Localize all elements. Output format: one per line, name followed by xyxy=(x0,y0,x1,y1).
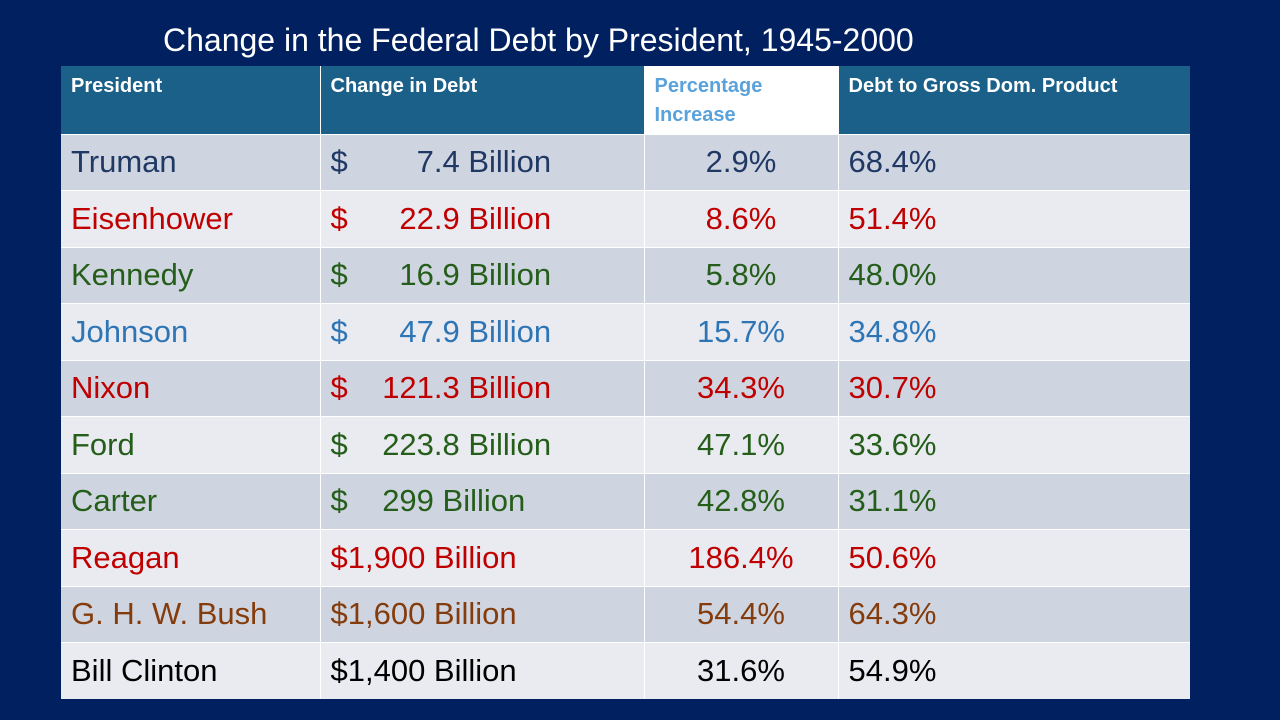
president-cell: Ford xyxy=(61,416,321,473)
president-cell: Carter xyxy=(61,472,321,530)
percent-cell: 42.8% xyxy=(644,472,839,530)
president-cell: Bill Clinton xyxy=(61,642,321,699)
table-row: Johnson $ 47.9 Billion 15.7% 34.8% xyxy=(61,303,1190,360)
table-header-row: President Change in Debt Percentage Incr… xyxy=(61,66,1190,134)
president-cell: Eisenhower xyxy=(61,190,321,247)
president-cell: Nixon xyxy=(61,359,321,417)
debt-gdp-cell: 34.8% xyxy=(838,303,1190,360)
percent-cell: 186.4% xyxy=(644,529,839,586)
president-cell: G. H. W. Bush xyxy=(61,585,321,643)
change-cell: $ 22.9 Billion xyxy=(320,190,645,247)
percent-cell: 2.9% xyxy=(644,133,839,191)
debt-gdp-cell: 54.9% xyxy=(838,642,1190,699)
change-cell: $ 7.4 Billion xyxy=(320,133,645,191)
debt-gdp-cell: 51.4% xyxy=(838,190,1190,247)
president-cell: Johnson xyxy=(61,303,321,360)
change-cell: $ 299 Billion xyxy=(320,472,645,530)
change-cell: $ 47.9 Billion xyxy=(320,303,645,360)
president-cell: Truman xyxy=(61,133,321,191)
percent-cell: 5.8% xyxy=(644,246,839,304)
debt-gdp-cell: 48.0% xyxy=(838,246,1190,304)
table-row: Ford $ 223.8 Billion 47.1% 33.6% xyxy=(61,416,1190,473)
debt-gdp-cell: 33.6% xyxy=(838,416,1190,473)
table-row: G. H. W. Bush $1,600 Billion 54.4% 64.3% xyxy=(61,585,1190,643)
change-cell: $ 16.9 Billion xyxy=(320,246,645,304)
percent-cell: 54.4% xyxy=(644,585,839,643)
header-change-in-debt: Change in Debt xyxy=(320,66,645,134)
debt-gdp-cell: 30.7% xyxy=(838,359,1190,417)
table-row: Reagan $1,900 Billion 186.4% 50.6% xyxy=(61,529,1190,586)
debt-gdp-cell: 64.3% xyxy=(838,585,1190,643)
percent-cell: 8.6% xyxy=(644,190,839,247)
header-debt-to-gdp: Debt to Gross Dom. Product xyxy=(838,66,1190,134)
percent-cell: 34.3% xyxy=(644,359,839,417)
debt-gdp-cell: 31.1% xyxy=(838,472,1190,530)
debt-gdp-cell: 68.4% xyxy=(838,133,1190,191)
percent-cell: 47.1% xyxy=(644,416,839,473)
change-cell: $1,900 Billion xyxy=(320,529,645,586)
debt-gdp-cell: 50.6% xyxy=(838,529,1190,586)
change-cell: $1,600 Billion xyxy=(320,585,645,643)
president-cell: Kennedy xyxy=(61,246,321,304)
table-row: Truman $ 7.4 Billion 2.9% 68.4% xyxy=(61,133,1190,191)
table-row: Nixon $ 121.3 Billion 34.3% 30.7% xyxy=(61,359,1190,417)
header-president: President xyxy=(61,66,321,134)
percent-cell: 31.6% xyxy=(644,642,839,699)
change-cell: $ 223.8 Billion xyxy=(320,416,645,473)
percent-cell: 15.7% xyxy=(644,303,839,360)
header-percentage-increase: Percentage Increase xyxy=(644,66,839,134)
table-row: Eisenhower $ 22.9 Billion 8.6% 51.4% xyxy=(61,190,1190,247)
change-cell: $ 121.3 Billion xyxy=(320,359,645,417)
table-row: Carter $ 299 Billion 42.8% 31.1% xyxy=(61,472,1190,530)
slide-title: Change in the Federal Debt by President,… xyxy=(163,22,914,58)
change-cell: $1,400 Billion xyxy=(320,642,645,699)
table-row: Kennedy $ 16.9 Billion 5.8% 48.0% xyxy=(61,246,1190,304)
debt-table: President Change in Debt Percentage Incr… xyxy=(61,66,1190,699)
table-row: Bill Clinton $1,400 Billion 31.6% 54.9% xyxy=(61,642,1190,699)
president-cell: Reagan xyxy=(61,529,321,586)
